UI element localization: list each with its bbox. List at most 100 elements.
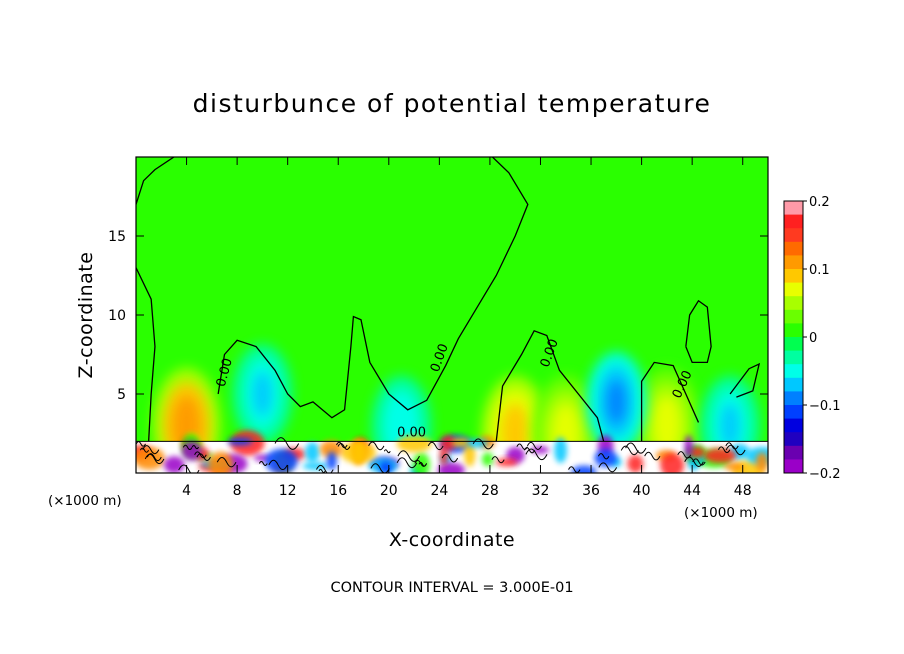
colorbar-swatch [784, 405, 803, 420]
colorbar-swatch [784, 391, 803, 406]
surface-patch [163, 456, 185, 473]
surface-contour [568, 466, 581, 473]
x-unit-label-left: (×1000 m) [48, 493, 122, 509]
surface-contour [523, 447, 536, 454]
colorbar-swatch [784, 241, 803, 256]
x-axis-label: X-coordinate [389, 529, 515, 551]
contour-interval-note: CONTOUR INTERVAL = 3.000E-01 [330, 580, 573, 596]
surface-contour [516, 443, 528, 450]
x-tick-label: 48 [734, 483, 752, 499]
surface-contour [274, 437, 300, 450]
surface-contour [258, 461, 268, 466]
surface-patch [684, 435, 693, 459]
surface-patch [467, 438, 488, 448]
surface-patch [136, 446, 165, 470]
contour-label: 0.00 [214, 357, 236, 389]
surface-contour [139, 447, 150, 453]
surface-patch [554, 437, 568, 464]
surface-contour [336, 441, 348, 449]
surface-contour [598, 462, 618, 473]
surface-patch [264, 448, 298, 473]
y-tick-label: 10 [108, 308, 126, 324]
surface-contour [491, 456, 505, 464]
zero-contour-4 [640, 361, 700, 442]
colorbar-swatch [784, 350, 803, 365]
surface-contour [644, 451, 661, 461]
colorbar-swatch [784, 323, 803, 338]
x-axis: 4 8 12 16 20 24 28 32 36 40 44 48 [182, 157, 752, 499]
surface-contour [684, 456, 704, 467]
surface-patch [704, 448, 737, 464]
surface-contour [383, 449, 391, 454]
surface-contour [525, 448, 548, 461]
surface-contour [268, 459, 288, 471]
surface-patch [451, 437, 471, 448]
surface-contour [370, 463, 390, 473]
chart-title: disturbunce of potential temperature [193, 89, 712, 118]
colorbar-swatch [784, 228, 803, 243]
colorbar-swatch [784, 255, 803, 270]
surface-patch [481, 452, 494, 467]
surface-contour [625, 442, 647, 454]
zero-contour-5 [685, 299, 712, 364]
surface-contour [692, 458, 706, 466]
colorbar-tick-label: 0 [809, 331, 817, 346]
x-tick-label: 8 [233, 483, 242, 499]
cool-anomaly-2 [586, 351, 647, 452]
surface-patch [305, 441, 320, 463]
surface-contour [194, 451, 207, 459]
surface-contour [397, 450, 420, 462]
zero-contour-6 [729, 362, 761, 398]
surface-contour [142, 445, 160, 455]
colorbar: 0.2 0.1 0 −0.1 −0.2 [783, 195, 841, 482]
surface-patch [627, 454, 644, 473]
x-tick-label: 12 [279, 483, 297, 499]
surface-patch [396, 435, 432, 453]
surface-contour [427, 441, 444, 451]
surface-contour [396, 457, 418, 469]
x-tick-label: 36 [582, 483, 600, 499]
y-tick-label: 15 [108, 229, 126, 245]
zero-contour-3 [495, 329, 605, 442]
colorbar-tick-label: −0.2 [809, 467, 841, 482]
surface-contour [337, 443, 351, 450]
surface-contour [216, 457, 237, 468]
surface-patch [755, 452, 768, 472]
x-tick-label: 32 [532, 483, 550, 499]
surface-contour [191, 445, 199, 450]
surface-contour [725, 444, 746, 456]
colorbar-tick-label: −0.1 [809, 399, 841, 414]
colorbar-swatch [784, 445, 803, 460]
surface-patch [689, 446, 705, 458]
colorbar-tick-label: 0.1 [809, 263, 830, 278]
surface-contour [178, 464, 200, 473]
x-tick-label: 16 [329, 483, 347, 499]
colorbar-swatch [784, 309, 803, 324]
colorbar-tick-label: 0.2 [809, 195, 830, 210]
contour-label: 0.00 [397, 426, 426, 441]
surface-contour [414, 459, 428, 467]
surface-contour [136, 441, 146, 447]
zero-contour-0 [136, 157, 175, 205]
surface-patch [571, 465, 597, 473]
colorbar-swatch [784, 377, 803, 392]
colorbar-swatch [784, 459, 803, 474]
surface-patch [340, 441, 377, 464]
colorbar-swatch [784, 418, 803, 433]
x-tick-label: 40 [633, 483, 651, 499]
x-tick-label: 20 [380, 483, 398, 499]
colorbar-swatch [784, 282, 803, 297]
surface-contour [620, 445, 639, 456]
surface-contour [368, 441, 385, 451]
y-axis-label: Z-coordinate [75, 252, 97, 379]
colorbar-swatch [784, 337, 803, 352]
x-unit-label-right: (×1000 m) [684, 505, 758, 521]
colorbar-swatch [784, 214, 803, 229]
colorbar-swatch [784, 296, 803, 311]
colorbar-swatch [784, 432, 803, 447]
surface-contour [144, 453, 165, 465]
surface-patch [688, 457, 699, 471]
surface-patch [464, 442, 476, 467]
surface-patch [437, 462, 465, 473]
